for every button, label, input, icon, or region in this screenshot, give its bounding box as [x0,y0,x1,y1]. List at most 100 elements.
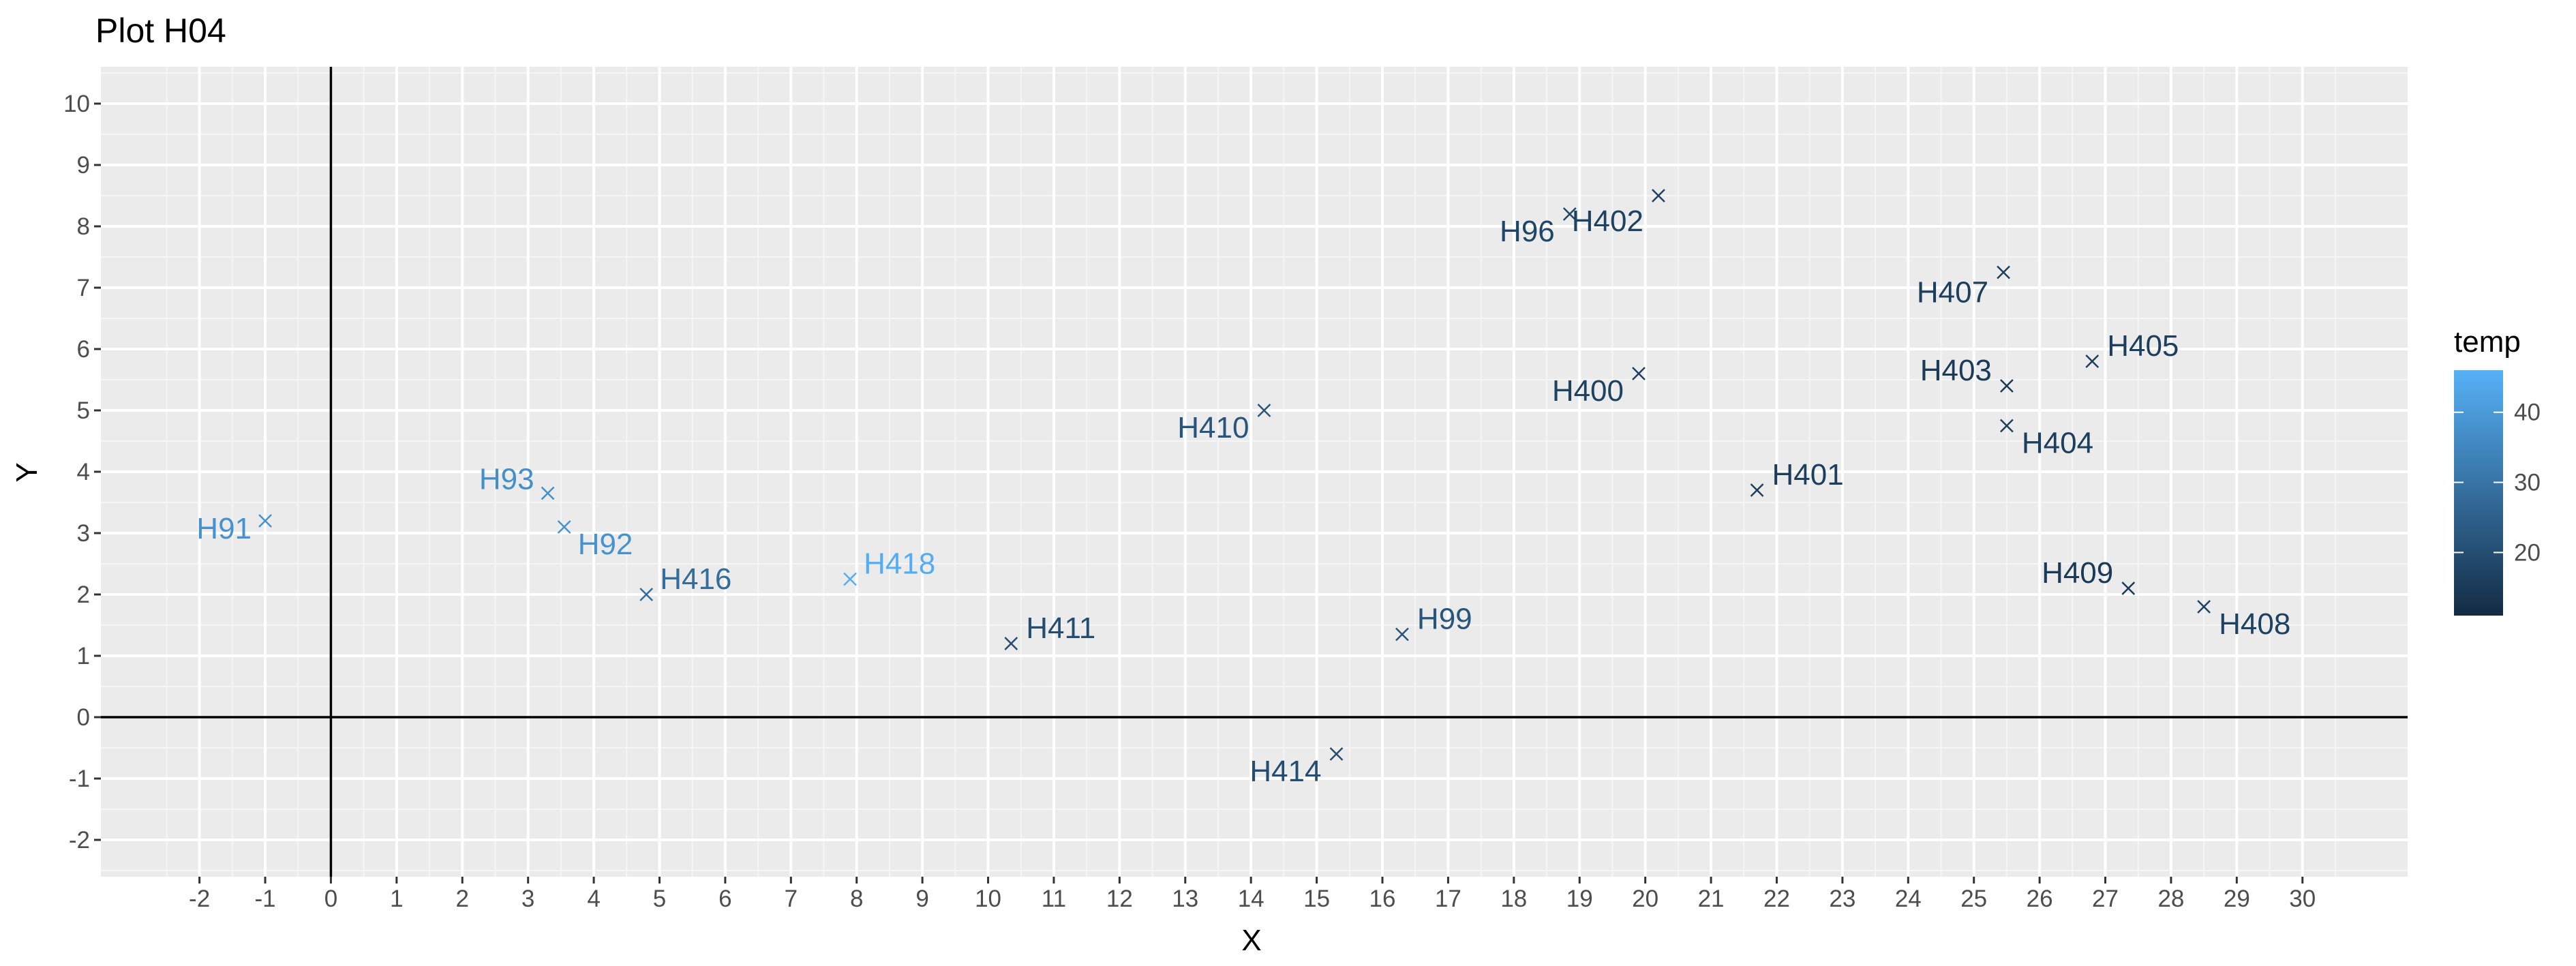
x-tick-label: 16 [1369,886,1396,912]
x-tick-label: 30 [2289,886,2316,912]
reference-lines [101,67,2408,877]
point-label: H99 [1417,603,1472,636]
colorbar-tick-label: 40 [2514,399,2541,426]
point-label: H404 [2022,427,2093,460]
y-tick-label: 9 [77,152,90,179]
x-tick-label: 21 [1698,886,1725,912]
y-axis-title: Y [10,462,44,482]
data-point: H400 [1552,367,1646,408]
y-tick-label: 6 [77,336,90,363]
data-point: H401 [1750,458,1844,497]
point-label: H402 [1572,205,1643,238]
y-tick-label: 2 [77,582,90,608]
point-marker [1750,483,1764,497]
point-label: H96 [1500,215,1555,248]
data-point: H92 [557,520,633,561]
point-label: H409 [2042,556,2113,590]
point-marker [2121,582,2136,595]
colorbar-ticks: 20 30 40 [2454,399,2541,566]
data-point: H408 [2197,600,2290,641]
x-tick-label: 24 [1895,886,1922,912]
point-label: H92 [578,528,633,561]
y-tick-label: -1 [69,766,90,792]
legend: temp 20 30 40 [2454,325,2541,616]
point-label: H401 [1772,458,1844,492]
point-label: H418 [864,547,935,581]
point-marker [2000,379,2014,393]
data-points: H91 H93 H92 H416 H418 H411 H410 H414 H99 H96 H402 H… [196,189,2290,788]
point-marker [1257,404,1271,417]
y-axis: -2 -1 0 1 2 3 4 5 6 7 8 9 10 [63,91,101,854]
point-marker [557,520,571,534]
colorbar-tick-label: 30 [2514,470,2541,496]
data-point: H93 [479,463,555,500]
chart-title: Plot H04 [95,12,226,50]
x-tick-label: 25 [1960,886,1987,912]
x-tick-label: 2 [456,886,469,912]
y-tick-label: 10 [63,91,90,117]
point-marker [1632,367,1646,380]
y-tick-label: 4 [77,459,90,485]
point-label: H411 [1026,612,1095,645]
point-marker [1329,747,1344,761]
data-point: H91 [196,512,272,545]
data-point: H410 [1177,404,1271,444]
data-point: H418 [843,547,935,586]
x-tick-label: 10 [975,886,1001,912]
point-label: H403 [1920,354,1992,387]
data-point: H411 [1004,612,1095,650]
x-tick-label: 12 [1106,886,1133,912]
data-point: H416 [639,562,731,601]
point-label: H405 [2107,329,2179,363]
x-tick-label: -1 [254,886,275,912]
colorbar [2454,370,2503,616]
point-label: H93 [479,463,534,496]
x-tick-label: 6 [718,886,731,912]
data-point: H414 [1249,747,1344,788]
x-tick-label: 23 [1829,886,1855,912]
x-tick-label: 29 [2224,886,2250,912]
x-tick-label: 5 [653,886,666,912]
x-tick-label: 9 [915,886,928,912]
y-tick-label: 7 [77,275,90,301]
x-tick-label: 22 [1763,886,1790,912]
point-marker [843,572,857,586]
point-marker [1395,627,1409,642]
point-label: H416 [660,562,731,596]
y-tick-label: 1 [77,643,90,669]
x-tick-label: 1 [390,886,403,912]
y-tick-label: 5 [77,397,90,424]
point-label: H408 [2219,607,2290,641]
y-tick-label: 8 [77,213,90,240]
y-tick-label: -2 [69,827,90,854]
data-point: H99 [1395,603,1472,642]
x-tick-label: 20 [1632,886,1658,912]
point-marker [639,588,654,601]
x-tick-label: 0 [324,886,337,912]
x-tick-label: 4 [587,886,600,912]
point-label: H407 [1917,276,1988,310]
point-label: H91 [196,512,252,545]
x-tick-label: 19 [1566,886,1593,912]
point-label: H410 [1177,411,1249,444]
x-tick-label: 28 [2157,886,2184,912]
point-marker [2085,354,2100,368]
y-tick-label: 0 [77,704,90,731]
x-tick-label: 26 [2027,886,2053,912]
x-tick-label: 11 [1042,886,1066,912]
point-label: H414 [1249,755,1321,788]
data-point: H403 [1920,354,2014,393]
point-marker [1562,207,1577,221]
data-point: H407 [1917,265,2010,310]
colorbar-tick-label: 20 [2514,539,2541,566]
point-marker [1652,189,1665,202]
y-tick-label: 3 [77,520,90,547]
point-label: H400 [1552,374,1624,408]
x-tick-label: 14 [1238,886,1264,912]
data-point: H404 [2000,419,2093,460]
major-gridlines [101,67,2408,877]
x-tick-label: 18 [1500,886,1527,912]
data-point: H402 [1572,189,1665,238]
data-point: H409 [2042,556,2136,595]
legend-title: temp [2454,325,2521,359]
